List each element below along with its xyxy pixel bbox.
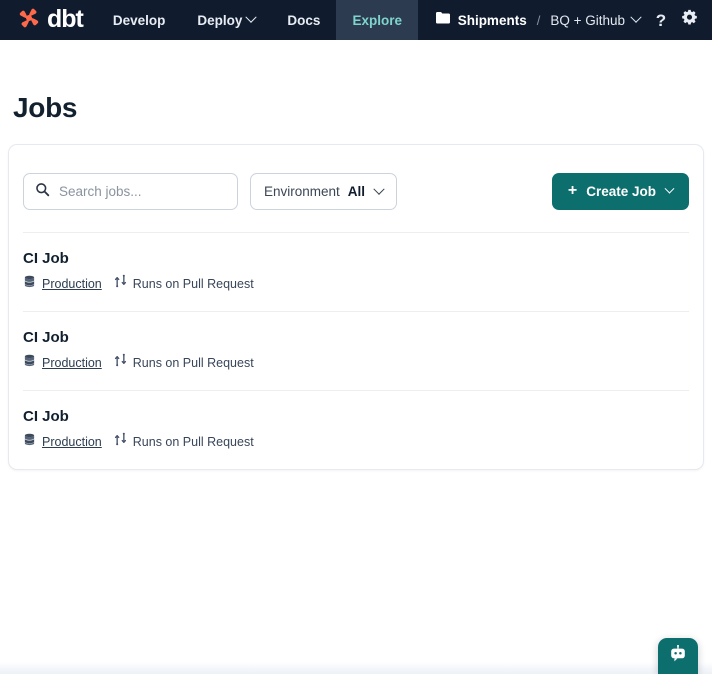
environment-filter-value: All — [347, 184, 366, 199]
job-name[interactable]: CI Job — [23, 408, 69, 425]
jobs-card: Environment All + Create Job CI Job — [8, 144, 704, 470]
job-list-item[interactable]: CI Job Production — [23, 232, 689, 311]
job-environment[interactable]: Production — [23, 433, 102, 451]
chevron-down-icon — [664, 183, 675, 194]
database-icon — [23, 275, 36, 293]
top-navigation-bar: dbt Develop Deploy Docs Explore Shipment… — [0, 0, 712, 40]
nav-item-label: Develop — [112, 12, 166, 28]
job-name[interactable]: CI Job — [23, 329, 69, 346]
chevron-down-icon — [630, 11, 642, 23]
project-name: BQ + Github — [550, 12, 625, 28]
chat-widget-button[interactable] — [658, 638, 698, 674]
nav-item-develop[interactable]: Develop — [97, 0, 182, 40]
create-job-button[interactable]: + Create Job — [551, 173, 689, 210]
environment-filter-dropdown[interactable]: Environment All — [250, 173, 398, 210]
database-icon — [23, 433, 36, 451]
job-meta: Production — [23, 353, 689, 372]
database-icon — [23, 354, 36, 372]
dbt-wordmark: dbt — [47, 4, 84, 33]
chat-bot-icon — [668, 644, 688, 668]
jobs-toolbar: Environment All + Create Job — [23, 145, 689, 232]
nav-item-label: Explore — [352, 12, 402, 28]
plus-icon: + — [567, 181, 578, 199]
job-trigger-label: Runs on Pull Request — [132, 434, 254, 449]
job-trigger: Runs on Pull Request — [114, 353, 254, 372]
gear-icon — [681, 9, 698, 31]
account-name: Shipments — [457, 12, 527, 28]
job-environment-link[interactable]: Production — [42, 355, 102, 370]
context-separator: / — [536, 12, 541, 28]
job-trigger-label: Runs on Pull Request — [132, 276, 254, 291]
search-icon — [35, 182, 50, 202]
job-list-item[interactable]: CI Job Production — [23, 311, 689, 390]
nav-item-deploy[interactable]: Deploy — [181, 0, 271, 40]
settings-button[interactable] — [675, 6, 703, 34]
search-jobs-box[interactable] — [23, 173, 238, 210]
job-trigger: Runs on Pull Request — [114, 432, 254, 451]
page-body: Jobs Environment All + Create J — [0, 92, 712, 470]
job-trigger-label: Runs on Pull Request — [132, 355, 254, 370]
pull-request-icon — [114, 432, 127, 451]
bottom-footer-band — [0, 662, 712, 674]
nav-item-label: Deploy — [197, 12, 243, 28]
job-meta: Production — [23, 274, 689, 293]
job-list-item[interactable]: CI Job Production — [23, 390, 689, 469]
job-trigger: Runs on Pull Request — [114, 274, 254, 293]
folder-icon — [435, 11, 451, 30]
job-environment-link[interactable]: Production — [42, 434, 102, 449]
search-input[interactable] — [59, 184, 226, 199]
job-environment[interactable]: Production — [23, 275, 102, 293]
job-environment[interactable]: Production — [23, 354, 102, 372]
pull-request-icon — [114, 353, 127, 372]
question-mark-icon: ? — [655, 10, 667, 30]
account-project-selector[interactable]: Shipments / BQ + Github — [428, 11, 647, 30]
chevron-down-icon — [373, 183, 385, 195]
nav-item-docs[interactable]: Docs — [271, 0, 336, 40]
job-meta: Production — [23, 432, 689, 451]
page-title: Jobs — [13, 92, 78, 123]
job-environment-link[interactable]: Production — [42, 276, 102, 291]
dbt-mark-icon — [16, 6, 42, 35]
primary-nav-items: Develop Deploy Docs Explore — [97, 0, 418, 40]
nav-right-group: Shipments / BQ + Github ? — [428, 0, 712, 40]
create-job-label: Create Job — [586, 184, 656, 199]
job-name[interactable]: CI Job — [23, 250, 69, 267]
dbt-logo[interactable]: dbt — [0, 0, 97, 40]
nav-item-label: Docs — [287, 12, 321, 28]
pull-request-icon — [114, 274, 127, 293]
help-button[interactable]: ? — [647, 6, 675, 34]
environment-filter-label: Environment — [264, 184, 340, 199]
chevron-down-icon — [245, 11, 258, 23]
nav-item-explore[interactable]: Explore — [336, 0, 418, 40]
